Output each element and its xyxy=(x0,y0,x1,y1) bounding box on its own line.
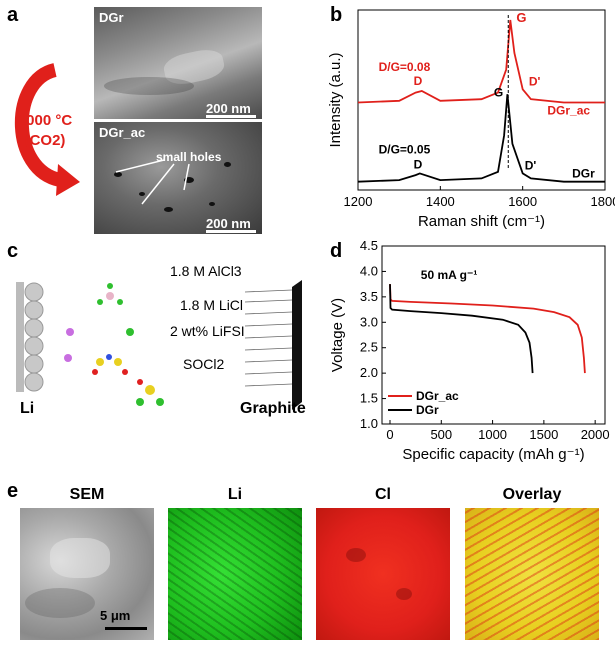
emap-title-li: Li xyxy=(227,486,243,503)
raman-xtick-label: 1400 xyxy=(426,194,455,209)
emap-li xyxy=(168,508,302,640)
discharge-ytick-label: 3.5 xyxy=(360,289,378,304)
discharge-plot-frame xyxy=(381,245,606,425)
discharge-ytick-label: 1.0 xyxy=(360,416,378,431)
d-label-black: D xyxy=(414,157,423,171)
discharge-xtick-label: 1000 xyxy=(478,427,507,442)
molecule-lifsi xyxy=(64,354,128,375)
discharge-xtick-label: 500 xyxy=(430,427,452,442)
emap-title-sem: SEM xyxy=(69,486,105,503)
sem-image-dgr-ac: DGr_ac small holes 200 nm xyxy=(94,122,262,234)
sem-label-dgr: DGr xyxy=(99,10,124,25)
raman-xtick-label: 1800 xyxy=(591,194,615,209)
series-label-red: DGr_ac xyxy=(547,104,590,118)
discharge-ytick-label: 2.5 xyxy=(360,340,378,355)
raman-xtick-label: 1200 xyxy=(344,194,373,209)
arrow-temp-label: 1000 °C xyxy=(17,112,73,129)
item-licl: 1.8 M LiCl xyxy=(180,297,244,313)
discharge-series-dgr-ac xyxy=(389,284,586,374)
emap-scale-bar xyxy=(105,627,147,630)
raman-plot-frame xyxy=(357,9,606,191)
holes-label: small holes xyxy=(156,150,222,164)
molecule-socl2 xyxy=(136,379,164,406)
discharge-ytick-label: 4.5 xyxy=(360,238,378,253)
legend-label: DGr xyxy=(416,403,439,417)
panel-label-a: a xyxy=(7,4,19,26)
ratio-label-black: D/G=0.05 xyxy=(379,142,431,156)
panel-label-c: c xyxy=(7,240,19,262)
d-label-red: D xyxy=(414,74,423,88)
discharge-ylabel: Voltage (V) xyxy=(329,298,346,372)
sem-image-dgr: DGr 200 nm xyxy=(94,7,262,119)
item-alcl3: 1.8 M AlCl3 xyxy=(170,263,242,279)
li-label: Li xyxy=(20,400,35,417)
dprime-label-black: D' xyxy=(525,158,537,172)
series-label-black: DGr xyxy=(572,167,595,181)
item-lifsi: 2 wt% LiFSI xyxy=(170,323,245,339)
curved-arrow xyxy=(14,63,80,196)
graphite-cathode xyxy=(244,280,302,410)
ratio-label-red: D/G=0.08 xyxy=(379,60,431,74)
scale-label-top: 200 nm xyxy=(206,101,251,116)
discharge-ytick-label: 1.5 xyxy=(360,391,378,406)
emap-scale-label: 5 μm xyxy=(100,608,131,623)
raman-xtick-label: 1600 xyxy=(508,194,537,209)
arrow-gas-label: (CO2) xyxy=(24,132,66,149)
dprime-label-red: D' xyxy=(529,74,541,88)
panel-label-d: d xyxy=(330,240,343,262)
discharge-chart: 0 500 1000 1500 2000 1.0 1.5 2.0 2.5 3.0 3.5 4.0 4.5… xyxy=(329,238,610,463)
holes-arrows xyxy=(115,159,190,205)
g-label-black: G xyxy=(494,85,503,99)
emap-cl xyxy=(316,508,450,640)
raman-series-dgr xyxy=(357,94,605,183)
scale-bar-bottom xyxy=(206,230,256,233)
raman-series-dgr-ac xyxy=(357,19,605,104)
rate-annotation: 50 mA g⁻¹ xyxy=(421,268,478,282)
discharge-series-dgr xyxy=(389,284,534,374)
discharge-xtick-label: 2000 xyxy=(581,427,610,442)
electrolyte-schematic xyxy=(16,280,302,410)
emap-title-overlay: Overlay xyxy=(502,486,562,503)
emap-title-cl: Cl xyxy=(375,486,391,503)
discharge-xtick-label: 1500 xyxy=(529,427,558,442)
panel-label-b: b xyxy=(330,4,343,26)
raman-ylabel: Intensity (a.u.) xyxy=(327,52,344,147)
g-label-red: G xyxy=(516,10,526,25)
li-anode-spheres xyxy=(16,282,44,392)
molecule-licl xyxy=(66,328,134,336)
emap-sem: 5 μm xyxy=(20,508,154,640)
scale-bar-top xyxy=(206,115,256,118)
emap-overlay xyxy=(465,508,599,640)
scale-label-bottom: 200 nm xyxy=(206,216,251,231)
sem-label-dgr-ac: DGr_ac xyxy=(99,125,146,140)
panel-label-e: e xyxy=(7,480,19,502)
legend-label: DGr_ac xyxy=(416,389,459,403)
discharge-ytick-label: 2.0 xyxy=(360,365,378,380)
raman-xlabel: Raman shift (cm⁻¹) xyxy=(418,213,545,230)
raman-chart: 1200 1400 1600 1800 Raman shift (cm⁻¹) Intens… xyxy=(327,9,615,230)
discharge-ytick-label: 3.0 xyxy=(360,314,378,329)
discharge-xtick-label: 0 xyxy=(386,427,393,442)
graphite-label: Graphite xyxy=(240,400,306,417)
molecule-alcl3 xyxy=(97,283,123,305)
item-socl2: SOCl2 xyxy=(183,356,225,372)
discharge-ytick-label: 4.0 xyxy=(360,263,378,278)
discharge-xlabel: Specific capacity (mAh g⁻¹) xyxy=(402,446,584,463)
